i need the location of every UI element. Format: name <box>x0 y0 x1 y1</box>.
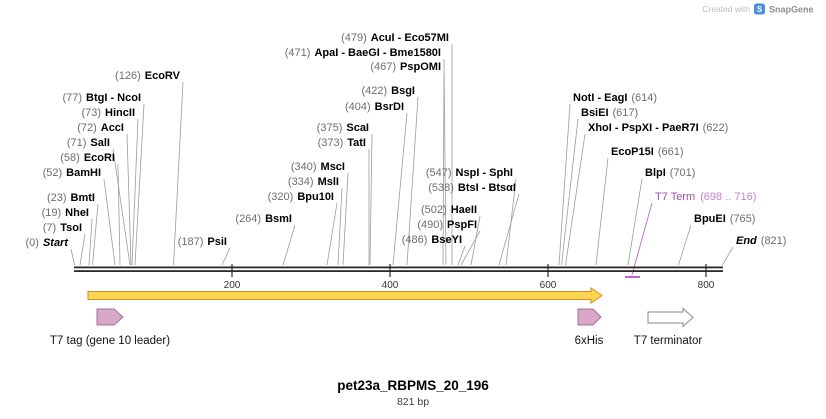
enzyme-label-msli[interactable]: (334) MslI <box>288 176 339 188</box>
leader-line <box>282 224 296 266</box>
leader-line <box>88 218 93 266</box>
enzyme-label-haeii[interactable]: (502) HaeII <box>421 204 477 216</box>
enzyme-label-pspfi[interactable]: (490) PspFI <box>417 219 477 231</box>
snapgene-credit: Created with S SnapGene <box>702 3 814 15</box>
coding-region-arrow[interactable] <box>87 287 603 304</box>
map-title-block: pet23a_RBPMS_20_196 821 bp <box>337 378 489 408</box>
leader-line <box>79 233 86 266</box>
features: T7 tag (gene 10 leader) 6xHis T7 termina… <box>50 287 703 347</box>
enzyme-label-sali[interactable]: (71) SalI <box>67 137 110 149</box>
enzyme-label-blpi[interactable]: BlpI (701) <box>645 167 695 179</box>
enzyme-label-bpu10i[interactable]: (320) Bpu10I <box>268 191 334 203</box>
leader-line <box>326 202 338 266</box>
leader-line <box>457 245 466 266</box>
enzyme-label-bseyi[interactable]: (486) BseYI <box>402 234 462 246</box>
enzyme-label-msci[interactable]: (340) MscI <box>291 161 345 173</box>
leader-line <box>406 96 419 266</box>
enzyme-label-ecori[interactable]: (58) EcoRI <box>60 152 115 164</box>
leader-line <box>70 248 75 266</box>
enzyme-label-ecorv[interactable]: (126) EcoRV <box>115 70 181 82</box>
snapgene-logo-icon <box>754 3 765 15</box>
leader-line <box>134 103 145 266</box>
ruler-tick-label: 200 <box>224 280 241 291</box>
leader-line <box>595 157 609 266</box>
credit-brand-text: SnapGene <box>769 5 814 15</box>
enzyme-label-acui-eco57mi[interactable]: (479) AcuI - Eco57MI <box>341 32 449 44</box>
start-label[interactable]: (0) Start <box>25 237 69 249</box>
enzyme-label-bsiei[interactable]: BsiEI (617) <box>581 107 638 119</box>
leader-line <box>221 247 231 266</box>
leader-line <box>369 133 373 266</box>
t7-term-leader-line <box>631 202 653 276</box>
t7-tag-feature-arrow[interactable] <box>96 308 124 326</box>
sequence-line-top <box>74 266 723 269</box>
enzyme-label-bsgi[interactable]: (422) BsgI <box>361 85 415 97</box>
leader-line <box>470 215 481 266</box>
leader-line <box>505 178 517 266</box>
leader-line <box>678 224 692 266</box>
enzyme-label-pspomi[interactable]: (467) PspOMI <box>370 61 441 73</box>
enzyme-label-xhoi-pspxi-paer7i[interactable]: XhoI - PspXI - PaeR7I (622) <box>588 122 728 134</box>
leader-line <box>117 163 121 266</box>
enzyme-label-noti-eagi[interactable]: NotI - EagI (614) <box>573 92 657 104</box>
credit-prefix-text: Created with <box>702 4 750 14</box>
leader-line <box>565 133 586 266</box>
leader-line <box>342 172 349 266</box>
leader-line <box>460 230 481 266</box>
enzyme-label-psii[interactable]: (187) PsiI <box>178 236 227 248</box>
leader-line <box>443 58 447 266</box>
t7-term-label[interactable]: T7 Term (698 .. 716) <box>655 191 756 203</box>
6xhis-feature-label[interactable]: 6xHis <box>575 335 604 347</box>
6xhis-feature-arrow[interactable] <box>577 308 602 326</box>
leader-line <box>126 133 132 266</box>
enzyme-label-apai-baegi-bme1580i[interactable]: (471) ApaI - BaeGI - Bme1580I <box>285 47 441 59</box>
enzyme-label-ecop15i[interactable]: EcoP15I (661) <box>611 146 684 158</box>
enzyme-label-scai[interactable]: (375) ScaI <box>317 122 369 134</box>
leader-line <box>558 103 571 266</box>
enzyme-label-hincii[interactable]: (73) HincII <box>81 107 135 119</box>
leader-line <box>337 187 343 266</box>
t7-terminator-feature-label[interactable]: T7 terminator <box>634 335 703 347</box>
enzyme-label-bamhi[interactable]: (52) BamHI <box>43 167 101 179</box>
end-label[interactable]: End (821) <box>736 235 786 247</box>
enzyme-labels: (0) Start (7) TsoI (19) NheI (23) BmtI (52) B… <box>25 32 786 249</box>
leader-line <box>103 178 116 266</box>
enzyme-label-bsrdi[interactable]: (404) BsrDI <box>345 101 404 113</box>
leader-line <box>561 118 579 266</box>
ruler-tick-label: 400 <box>382 280 399 291</box>
leader-line <box>92 203 99 266</box>
leader-line <box>722 246 734 266</box>
ruler-tick-label: 600 <box>540 280 557 291</box>
enzyme-label-acci[interactable]: (72) AccI <box>77 122 124 134</box>
sequence-ruler: 200 400 600 800 <box>74 264 723 291</box>
leader-line <box>173 81 184 266</box>
enzyme-label-bmti[interactable]: (23) BmtI <box>47 192 95 204</box>
enzyme-label-bsmi[interactable]: (264) BsmI <box>235 213 292 225</box>
leader-line <box>627 178 643 266</box>
sequence-line-bottom <box>74 270 723 272</box>
enzyme-label-tsoi[interactable]: (7) TsoI <box>43 222 82 234</box>
leader-line <box>442 72 445 266</box>
enzyme-label-btsi-btsai[interactable]: (538) BtsI - BtsαI <box>428 182 516 194</box>
plasmid-length: 821 bp <box>397 396 429 408</box>
leader-line <box>392 112 408 266</box>
enzyme-label-nspi-sphi[interactable]: (547) NspI - SphI <box>426 167 513 179</box>
t7-terminator-feature-arrow[interactable] <box>647 307 694 328</box>
enzyme-label-nhei[interactable]: (19) NheI <box>42 207 89 219</box>
ruler-tick-label: 800 <box>698 280 715 291</box>
plasmid-title: pet23a_RBPMS_20_196 <box>337 378 489 393</box>
leader-line <box>131 118 139 266</box>
leader-line <box>112 148 131 266</box>
enzyme-label-btgi-ncoi[interactable]: (77) BtgI - NcoI <box>62 92 141 104</box>
enzyme-label-bpuei[interactable]: BpuEI (765) <box>694 213 755 225</box>
leader-line <box>498 193 520 266</box>
enzyme-label-tati[interactable]: (373) TatI <box>318 137 366 149</box>
snapgene-logo-letter: S <box>757 5 763 14</box>
t7-tag-feature-label[interactable]: T7 tag (gene 10 leader) <box>50 335 170 347</box>
leader-lines <box>70 44 734 276</box>
